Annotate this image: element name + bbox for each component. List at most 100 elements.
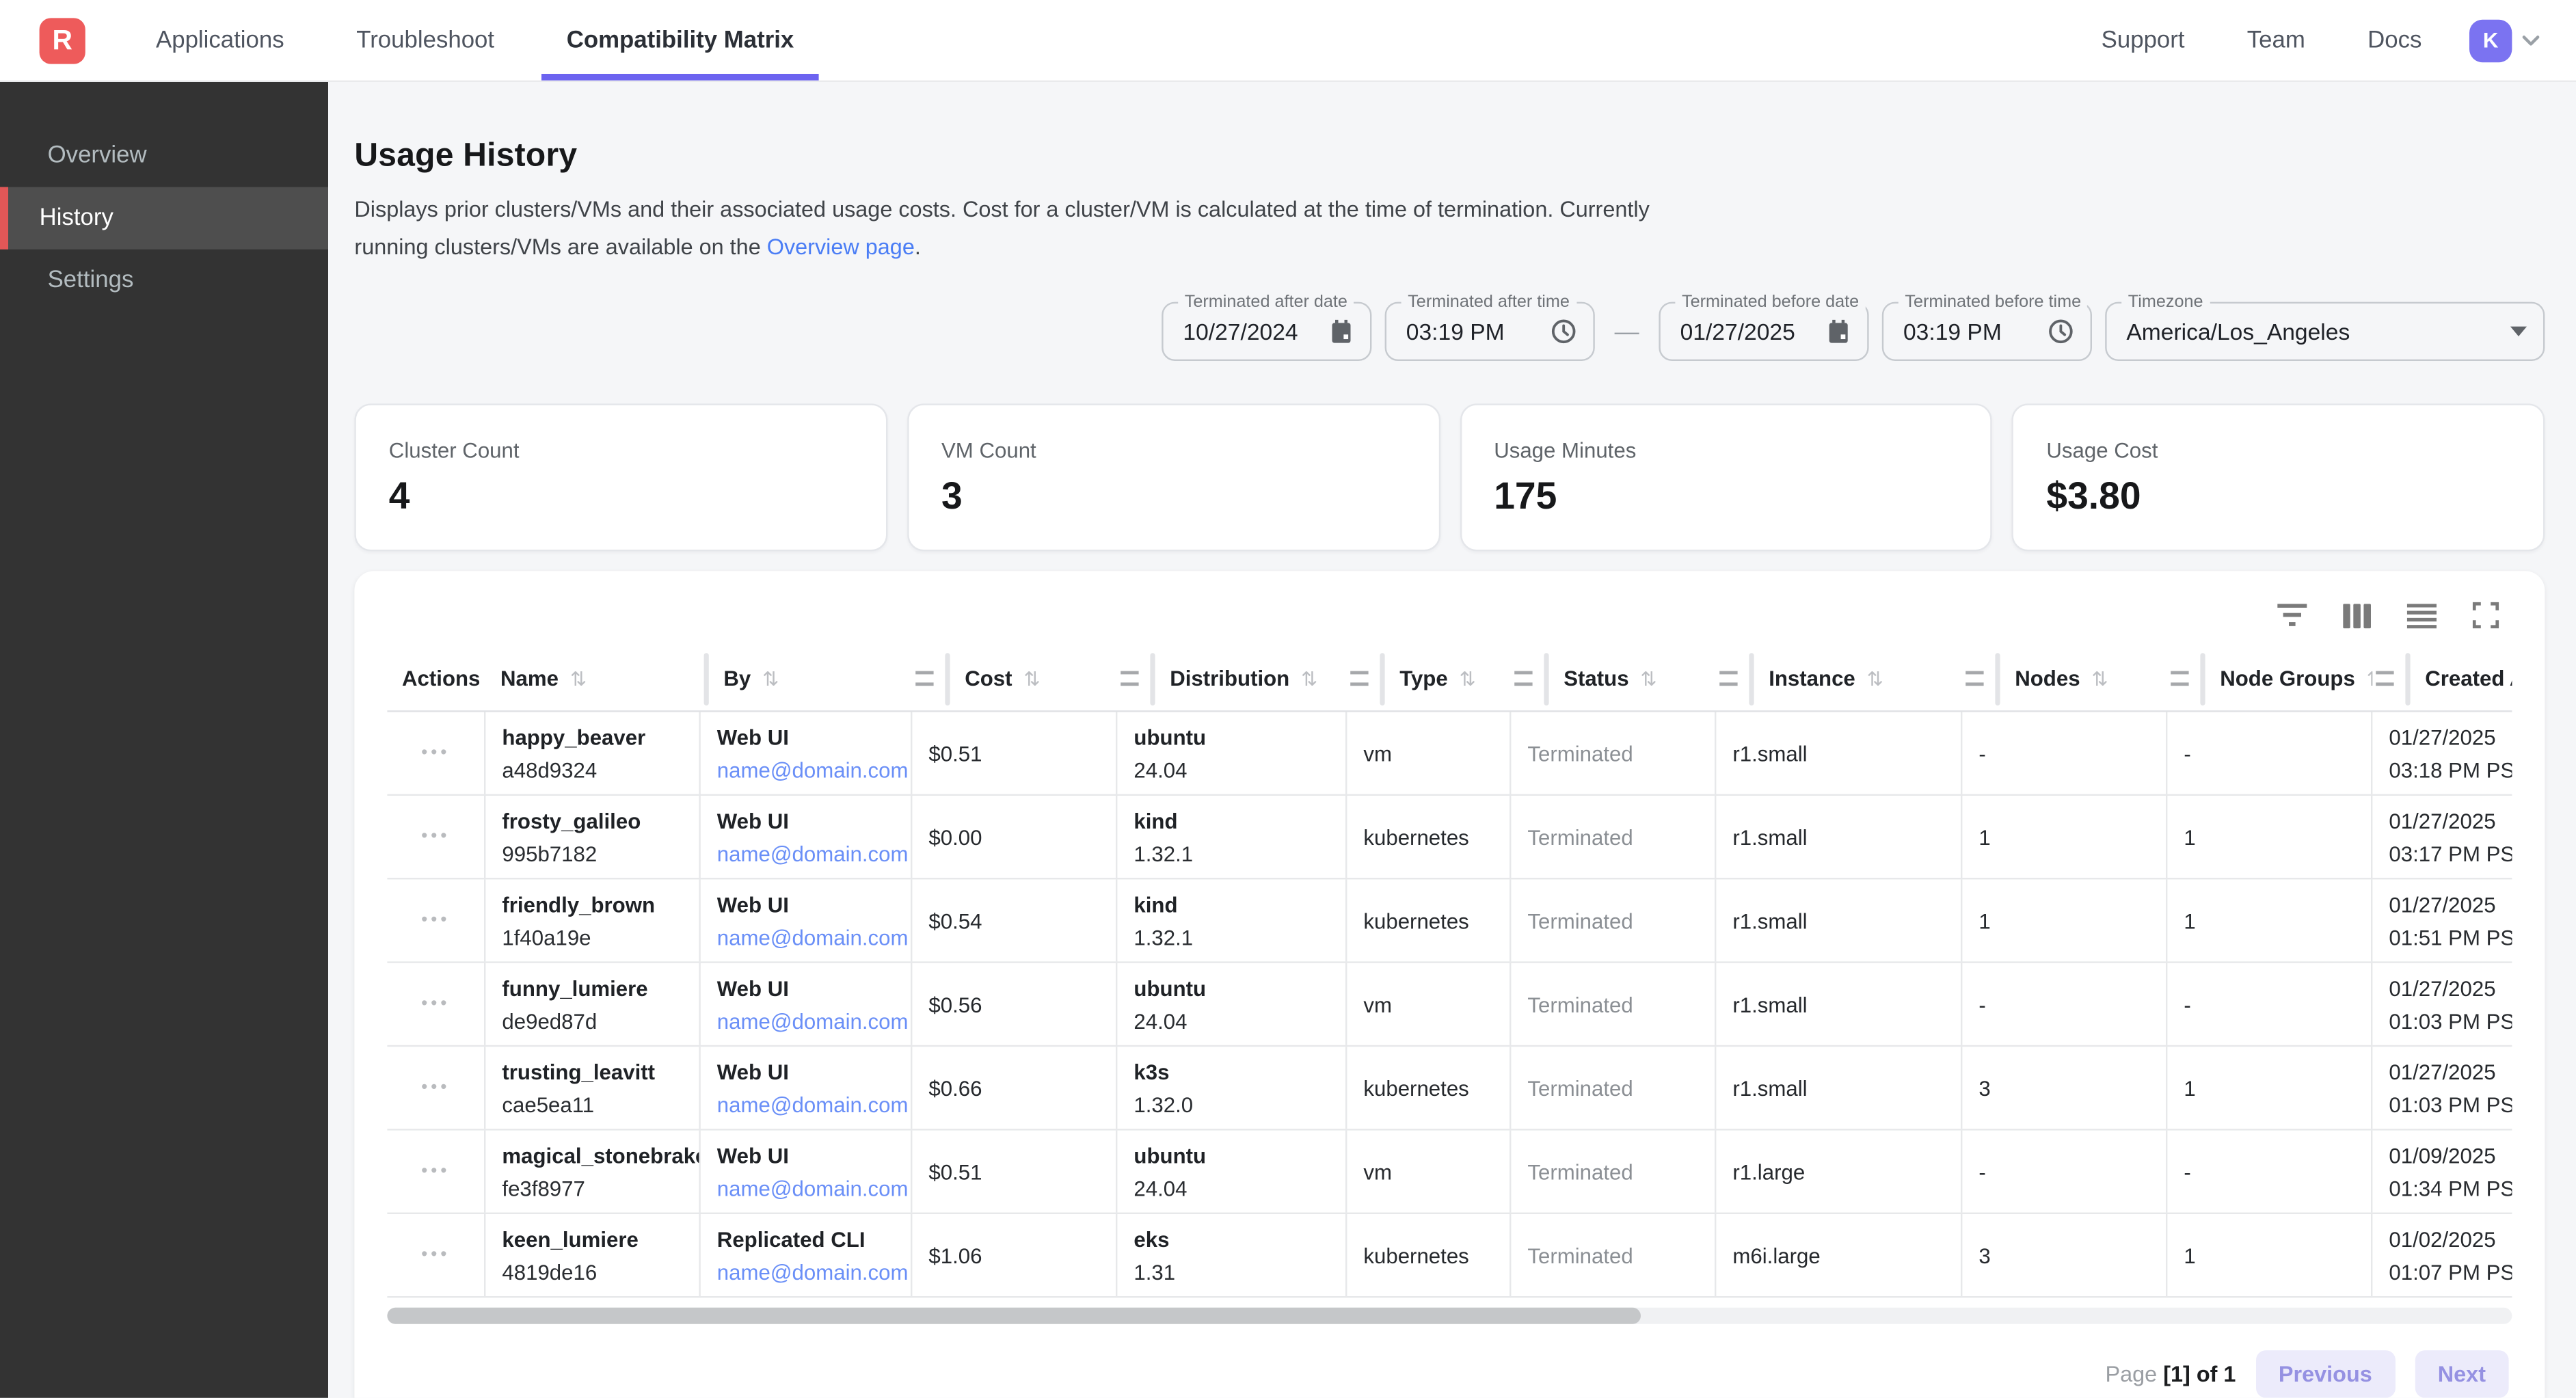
previous-page-button[interactable]: Previous: [2255, 1351, 2396, 1398]
ellipsis-icon[interactable]: [421, 829, 450, 846]
sidebar-item-history[interactable]: History: [0, 187, 329, 250]
column-header-name[interactable]: Name: [485, 647, 700, 711]
columns-icon[interactable]: [2343, 603, 2372, 628]
stat-card-vm-count: VM Count 3: [907, 404, 1440, 552]
distribution-name: eks: [1133, 1226, 1170, 1252]
density-icon[interactable]: [2406, 603, 2437, 628]
sidebar-item-settings[interactable]: Settings: [47, 267, 134, 294]
table-row: frosty_galileo 995b7182 Web UI name@domain…: [387, 796, 2512, 881]
created-time: 03:18 PM PST: [2389, 757, 2512, 783]
nav-item-applications[interactable]: Applications: [156, 27, 284, 53]
main-content: Usage History Displays prior clusters/VM…: [328, 82, 2576, 1398]
ellipsis-icon[interactable]: [421, 995, 450, 1013]
table-toolbar: [387, 595, 2512, 637]
column-resize-handle-icon[interactable]: [2171, 671, 2189, 687]
ellipsis-icon[interactable]: [421, 1247, 450, 1265]
created-time: 01:34 PM PST: [2389, 1176, 2512, 1201]
dropdown-arrow-icon[interactable]: [2510, 327, 2527, 337]
status-badge: Terminated: [1527, 824, 1633, 850]
nav-item-team[interactable]: Team: [2246, 27, 2305, 53]
column-resize-handle-icon[interactable]: [1514, 671, 1533, 687]
column-separator[interactable]: [945, 652, 950, 705]
cost-value: $0.54: [928, 909, 982, 934]
ellipsis-icon[interactable]: [421, 1079, 450, 1097]
column-header-instance[interactable]: Instance: [1716, 647, 1962, 711]
terminated-before-date-field[interactable]: Terminated before date 01/27/2025: [1659, 293, 1869, 362]
timezone-select[interactable]: Timezone America/Los_Angeles: [2105, 293, 2545, 362]
column-separator[interactable]: [1380, 652, 1385, 705]
created-date: 01/27/2025: [2389, 725, 2496, 750]
type-value: vm: [1363, 741, 1393, 766]
overview-page-link[interactable]: Overview page: [766, 234, 915, 259]
column-header-created-at[interactable]: Created At: [2372, 647, 2512, 711]
cost-cell: $1.06: [912, 1214, 1118, 1297]
ellipsis-icon[interactable]: [421, 744, 450, 762]
nodes-cell: 1: [1962, 880, 2168, 963]
fullscreen-icon[interactable]: [2472, 602, 2499, 630]
page-description: Displays prior clusters/VMs and their as…: [354, 192, 1659, 267]
created-by-email-link[interactable]: name@domain.com: [716, 925, 909, 950]
column-separator[interactable]: [1749, 652, 1754, 705]
filter-icon[interactable]: [2277, 604, 2307, 628]
column-resize-handle-icon[interactable]: [1350, 671, 1369, 687]
column-resize-handle-icon[interactable]: [915, 671, 934, 687]
created-by-email-link[interactable]: name@domain.com: [716, 1092, 909, 1118]
nav-secondary: Support Team Docs K: [2070, 0, 2576, 81]
created-by-email-link[interactable]: name@domain.com: [716, 1176, 909, 1201]
cluster-id: de9ed87d: [502, 1008, 598, 1034]
column-resize-handle-icon[interactable]: [1719, 671, 1738, 687]
instance-cell: r1.small: [1716, 963, 1963, 1046]
created-time: 01:03 PM PST: [2389, 1092, 2512, 1118]
instance-cell: r1.small: [1716, 1047, 1963, 1130]
brand-logo[interactable]: R: [39, 17, 85, 64]
column-header-type[interactable]: Type: [1347, 647, 1511, 711]
field-value: America/Los_Angeles: [2126, 319, 2350, 345]
terminated-after-date-field[interactable]: Terminated after date 10/27/2024: [1162, 293, 1372, 362]
nav-item-troubleshoot[interactable]: Troubleshoot: [356, 27, 495, 53]
next-page-button[interactable]: Next: [2415, 1351, 2509, 1398]
by-cell: Web UI name@domain.com: [701, 963, 913, 1046]
sidebar-item-overview[interactable]: Overview: [47, 142, 147, 170]
created-by-email-link[interactable]: name@domain.com: [716, 757, 909, 783]
scrollbar-thumb[interactable]: [387, 1308, 1641, 1325]
column-header-cost[interactable]: Cost: [912, 647, 1117, 711]
clock-icon[interactable]: [2048, 319, 2074, 345]
column-separator[interactable]: [1995, 652, 2000, 705]
column-separator[interactable]: [703, 652, 709, 705]
terminated-after-time-field[interactable]: Terminated after time 03:19 PM: [1384, 293, 1595, 362]
cluster-id: fe3f8977: [502, 1176, 585, 1201]
created-by-email-link[interactable]: name@domain.com: [716, 1259, 909, 1285]
ellipsis-icon[interactable]: [421, 1163, 450, 1181]
nav-item-support[interactable]: Support: [2101, 27, 2185, 53]
terminated-before-time-field[interactable]: Terminated before time 03:19 PM: [1881, 293, 2092, 362]
column-resize-handle-icon[interactable]: [1121, 671, 1139, 687]
calendar-icon[interactable]: [1329, 319, 1354, 345]
column-separator[interactable]: [1150, 652, 1155, 705]
created-at-cell: 01/27/2025 01:03 PM PST: [2372, 1047, 2512, 1129]
column-header-status[interactable]: Status: [1511, 647, 1716, 711]
column-resize-handle-icon[interactable]: [1965, 671, 1984, 687]
clock-icon[interactable]: [1551, 319, 1577, 345]
sort-arrows-icon: [2367, 667, 2373, 690]
column-header-node-groups[interactable]: Node Groups: [2167, 647, 2372, 711]
type-cell: kubernetes: [1347, 1047, 1512, 1130]
column-separator[interactable]: [1544, 652, 1549, 705]
column-header-nodes[interactable]: Nodes: [1962, 647, 2167, 711]
column-resize-handle-icon[interactable]: [2376, 671, 2394, 687]
column-header-by[interactable]: By: [701, 647, 913, 711]
ellipsis-icon[interactable]: [421, 912, 450, 930]
nav-item-compatibility-matrix[interactable]: Compatibility Matrix: [541, 0, 819, 81]
distribution-name: k3s: [1133, 1060, 1170, 1085]
created-by-email-link[interactable]: name@domain.com: [716, 1008, 909, 1034]
node-groups-cell: 1: [2167, 1047, 2373, 1130]
by-cell: Web UI name@domain.com: [701, 796, 913, 878]
nav-item-docs[interactable]: Docs: [2367, 27, 2422, 53]
distribution-name: ubuntu: [1133, 725, 1207, 750]
created-by-email-link[interactable]: name@domain.com: [716, 841, 909, 866]
cluster-name: frosty_galileo: [502, 808, 641, 833]
column-separator[interactable]: [2200, 652, 2205, 705]
account-menu[interactable]: K: [2453, 0, 2547, 81]
column-separator[interactable]: [2405, 652, 2411, 705]
calendar-icon[interactable]: [1826, 319, 1851, 345]
column-header-distribution[interactable]: Distribution: [1117, 647, 1347, 711]
